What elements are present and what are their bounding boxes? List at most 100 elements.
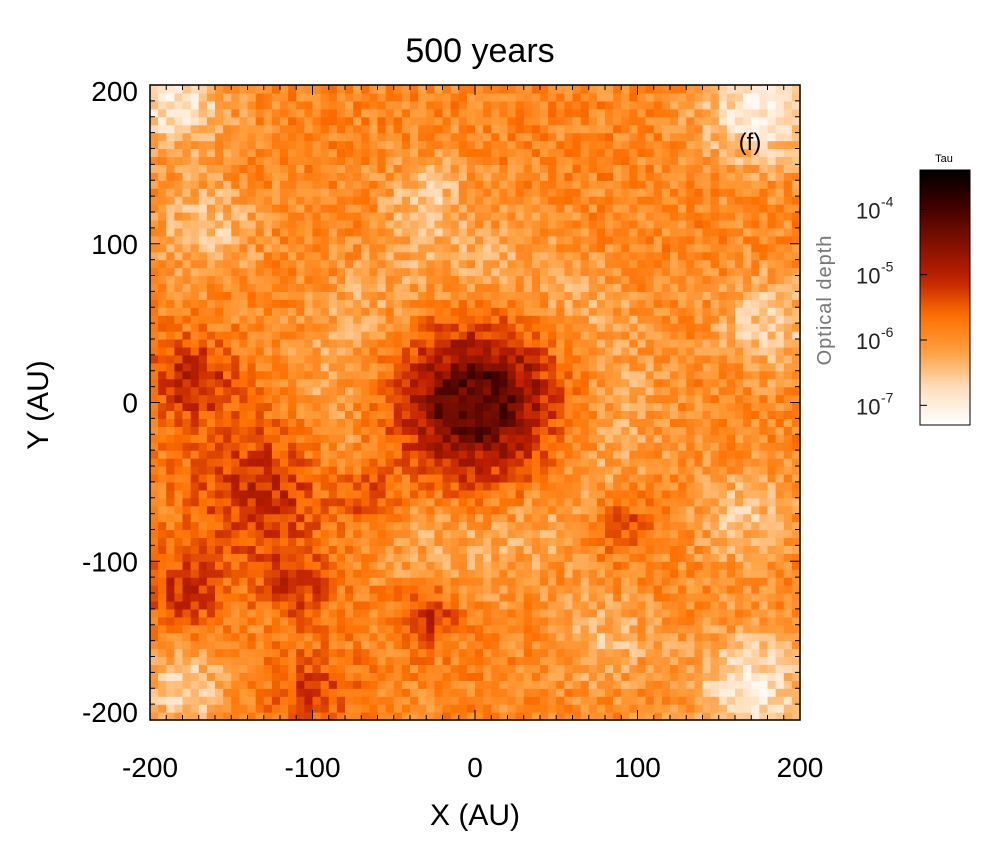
- heatmap-cell: [304, 481, 314, 491]
- heatmap-cell: [247, 339, 257, 348]
- heatmap-cell: [280, 608, 289, 618]
- heatmap-cell: [499, 672, 509, 681]
- heatmap-cell: [198, 513, 208, 523]
- heatmap-cell: [223, 227, 232, 237]
- heatmap-cell: [255, 323, 265, 332]
- heatmap-cell: [540, 370, 549, 380]
- heatmap-cell: [296, 505, 305, 515]
- heatmap-cell: [158, 410, 167, 419]
- heatmap-cell: [637, 354, 647, 364]
- heatmap-cell: [426, 553, 435, 562]
- heatmap-cell: [247, 553, 257, 562]
- heatmap-cell: [174, 585, 184, 594]
- heatmap-cell: [231, 585, 240, 594]
- heatmap-cell: [239, 410, 249, 419]
- heatmap-cell: [434, 291, 444, 300]
- heatmap-cell: [491, 434, 500, 443]
- heatmap-cell: [215, 497, 224, 507]
- heatmap-cell: [410, 466, 419, 475]
- heatmap-cell: [751, 696, 760, 705]
- heatmap-cell: [767, 593, 777, 602]
- heatmap-cell: [223, 235, 232, 245]
- heatmap-cell: [718, 521, 728, 531]
- heatmap-cell: [743, 600, 752, 610]
- heatmap-cell: [231, 632, 240, 642]
- heatmap-cell: [385, 624, 395, 634]
- heatmap-cell: [442, 402, 452, 412]
- heatmap-cell: [751, 243, 760, 253]
- heatmap-cell: [540, 354, 549, 364]
- heatmap-cell: [223, 378, 232, 388]
- heatmap-cell: [548, 394, 557, 404]
- heatmap-cell: [385, 426, 395, 435]
- heatmap-cell: [361, 680, 370, 689]
- heatmap-cell: [255, 497, 265, 507]
- heatmap-cell: [247, 235, 257, 245]
- heatmap-cell: [596, 362, 606, 372]
- heatmap-cell: [442, 688, 452, 697]
- heatmap-cell: [751, 259, 760, 269]
- heatmap-cell: [231, 402, 240, 412]
- heatmap-cell: [491, 473, 500, 483]
- heatmap-cell: [580, 688, 590, 697]
- heatmap-cell: [410, 394, 419, 404]
- heatmap-cell: [182, 418, 192, 427]
- heatmap-cell: [670, 521, 679, 531]
- heatmap-cell: [206, 346, 216, 356]
- heatmap-cell: [605, 656, 614, 666]
- heatmap-cell: [393, 624, 403, 634]
- heatmap-cell: [418, 378, 427, 388]
- heatmap-cell: [678, 688, 687, 697]
- heatmap-cell: [572, 513, 582, 523]
- heatmap-cell: [328, 481, 338, 491]
- heatmap-cell: [678, 235, 687, 245]
- heatmap-cell: [572, 696, 582, 705]
- heatmap-cell: [255, 577, 265, 586]
- heatmap-cell: [385, 569, 395, 578]
- heatmap-cell: [580, 386, 590, 396]
- heatmap-cell: [759, 600, 769, 610]
- heatmap-cell: [158, 243, 167, 253]
- heatmap-cell: [231, 458, 240, 467]
- heatmap-cell: [686, 680, 695, 689]
- heatmap-cell: [158, 402, 167, 412]
- heatmap-cell: [759, 426, 769, 435]
- heatmap-cell: [743, 696, 752, 705]
- heatmap-cell: [353, 489, 362, 499]
- heatmap-cell: [637, 696, 647, 705]
- heatmap-cell: [694, 426, 704, 435]
- heatmap-cell: [767, 513, 777, 523]
- heatmap-cell: [694, 537, 704, 546]
- heatmap-cell: [206, 616, 216, 626]
- heatmap-cell: [661, 712, 671, 721]
- heatmap-cell: [791, 624, 801, 634]
- heatmap-cell: [507, 434, 517, 443]
- heatmap-cell: [694, 513, 704, 523]
- heatmap-cell: [686, 648, 695, 658]
- heatmap-cell: [328, 275, 338, 285]
- heatmap-cell: [320, 696, 330, 705]
- heatmap-cell: [483, 696, 492, 705]
- heatmap-cell: [377, 307, 387, 316]
- heatmap-cell: [621, 402, 630, 412]
- heatmap-cell: [385, 648, 395, 658]
- heatmap-cell: [475, 402, 484, 412]
- heatmap-cell: [735, 235, 744, 245]
- heatmap-cell: [426, 442, 435, 451]
- heatmap-cell: [426, 251, 435, 261]
- heatmap-cell: [540, 481, 549, 491]
- heatmap-cell: [410, 442, 419, 451]
- heatmap-cell: [255, 243, 265, 253]
- heatmap-cell: [280, 243, 289, 253]
- heatmap-cell: [475, 370, 484, 380]
- heatmap-cell: [637, 529, 647, 539]
- heatmap-cell: [678, 291, 687, 300]
- heatmap-cell: [491, 656, 500, 666]
- heatmap-cell: [621, 561, 630, 570]
- heatmap-cell: [328, 339, 338, 348]
- heatmap-cell: [564, 696, 574, 705]
- heatmap-cell: [702, 227, 712, 237]
- heatmap-cell: [158, 450, 167, 459]
- heatmap-cell: [158, 426, 167, 435]
- heatmap-cell: [336, 696, 346, 705]
